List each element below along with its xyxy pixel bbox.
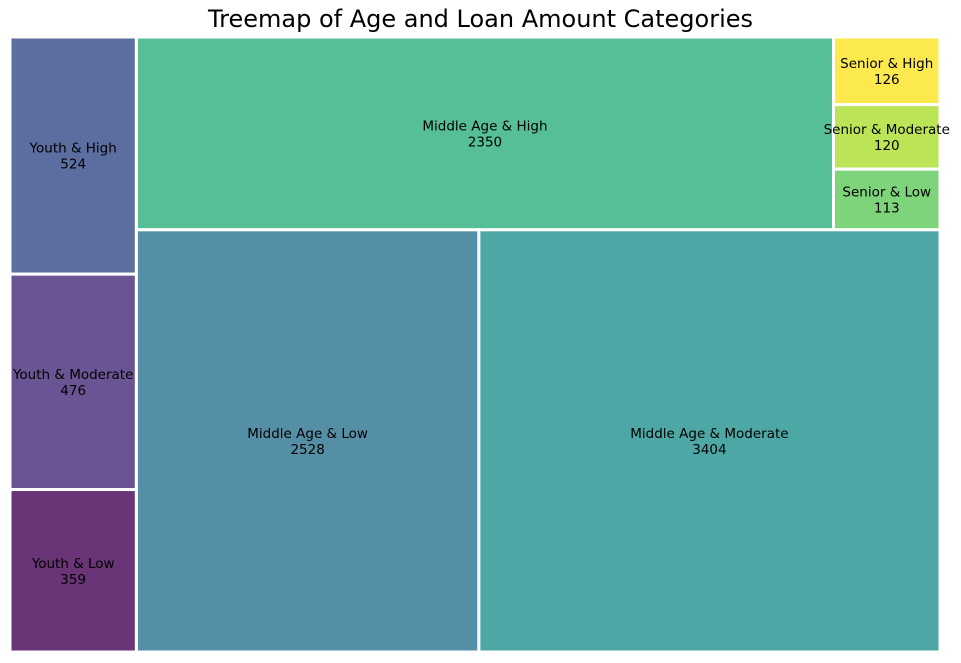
tile-label: Youth & Low (31, 556, 115, 572)
tile-value: 359 (60, 572, 86, 588)
tile-label: Senior & High (840, 56, 933, 72)
tile-rect (8, 272, 138, 492)
tile-label: Middle Age & High (422, 118, 547, 134)
tile-value: 2350 (468, 134, 502, 150)
tile-value: 126 (874, 72, 900, 88)
tile-value: 120 (874, 138, 900, 154)
tile-value: 3404 (692, 442, 726, 458)
tile-value: 113 (874, 200, 900, 216)
tile-rect (134, 228, 481, 654)
tile-rect (134, 35, 836, 232)
tile-label: Senior & Moderate (824, 122, 950, 138)
tile-label: Middle Age & Moderate (630, 426, 788, 442)
tile-rect (477, 228, 942, 654)
tile-label: Middle Age & Low (247, 426, 368, 442)
tile-rect (8, 35, 138, 276)
tile-rect (8, 488, 138, 654)
tile-value: 476 (60, 383, 86, 399)
tile-value: 2528 (290, 442, 324, 458)
tile-rect (832, 167, 942, 232)
tile-value: 524 (60, 157, 86, 173)
tile-label: Senior & Low (842, 184, 931, 200)
tile-label: Youth & Moderate (12, 367, 133, 383)
tile-label: Youth & High (29, 141, 117, 157)
chart-title: Treemap of Age and Loan Amount Categorie… (207, 5, 754, 33)
